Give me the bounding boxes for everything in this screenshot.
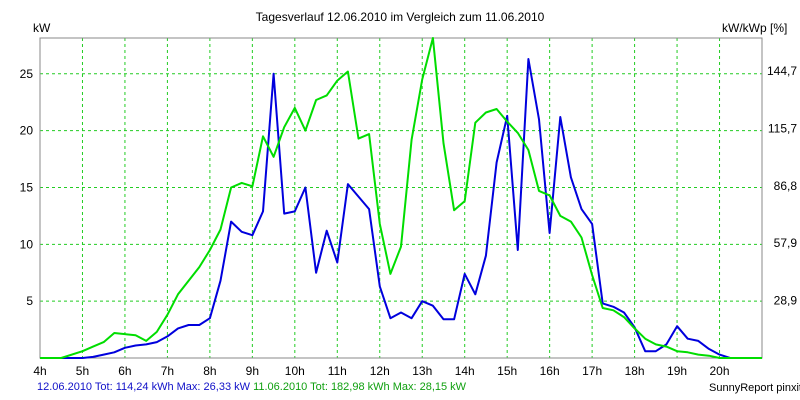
x-tick-label: 5h bbox=[76, 364, 89, 378]
series-line-green bbox=[40, 37, 762, 359]
plot-frame bbox=[39, 37, 763, 359]
x-tick-label: 8h bbox=[203, 364, 216, 378]
y-tick-label-left: 15 bbox=[20, 180, 34, 194]
footer-summary: 12.06.2010 Tot: 114,24 kWh Max: 26,33 kW… bbox=[37, 381, 466, 393]
y-tick-label-left: 10 bbox=[20, 237, 34, 251]
y-tick-label-left: 25 bbox=[20, 67, 34, 81]
x-tick-label: 19h bbox=[667, 364, 687, 378]
x-tick-label: 17h bbox=[582, 364, 602, 378]
x-tick-label: 16h bbox=[540, 364, 560, 378]
series-line-blue bbox=[40, 58, 762, 359]
x-tick-label: 18h bbox=[625, 364, 645, 378]
y-axis-label-right: kW/kWp [%] bbox=[722, 21, 788, 35]
credit-text: SunnyReport pinxit bbox=[709, 382, 800, 394]
x-tick-label: 6h bbox=[118, 364, 131, 378]
grid bbox=[40, 38, 762, 358]
x-tick-label: 15h bbox=[497, 364, 517, 378]
x-tick-label: 14h bbox=[455, 364, 475, 378]
x-tick-label: 13h bbox=[412, 364, 432, 378]
y-tick-label-left: 20 bbox=[20, 124, 34, 138]
x-tick-label: 12h bbox=[370, 364, 390, 378]
x-tick-label: 4h bbox=[33, 364, 46, 378]
footer-summary-blue: 12.06.2010 Tot: 114,24 kWh Max: 26,33 kW bbox=[37, 381, 250, 393]
y-axis-label-left: kW bbox=[33, 21, 51, 35]
footer-summary-green: 11.06.2010 Tot: 182,98 kWh Max: 28,15 kW bbox=[253, 381, 467, 393]
y-tick-label-right: 144,7 bbox=[767, 64, 797, 78]
y-tick-label-right: 57,9 bbox=[774, 236, 798, 250]
x-tick-label: 20h bbox=[710, 364, 730, 378]
x-tick-label: 9h bbox=[246, 364, 259, 378]
y-tick-label-right: 86,8 bbox=[774, 179, 798, 193]
x-tick-label: 10h bbox=[285, 364, 305, 378]
chart-title: Tagesverlauf 12.06.2010 im Vergleich zum… bbox=[255, 10, 545, 24]
x-tick-label: 7h bbox=[161, 364, 174, 378]
x-tick-label: 11h bbox=[328, 364, 347, 378]
y-tick-label-right: 115,7 bbox=[768, 122, 797, 136]
tick-labels: 4h 5h 6h 7h 8h 9h 10h 11h 12h 13h 14h 15h 16h 17h 18h 1… bbox=[20, 64, 798, 378]
y-tick-label-left: 5 bbox=[26, 294, 33, 308]
series bbox=[40, 37, 762, 359]
y-tick-label-right: 28,9 bbox=[774, 294, 798, 308]
